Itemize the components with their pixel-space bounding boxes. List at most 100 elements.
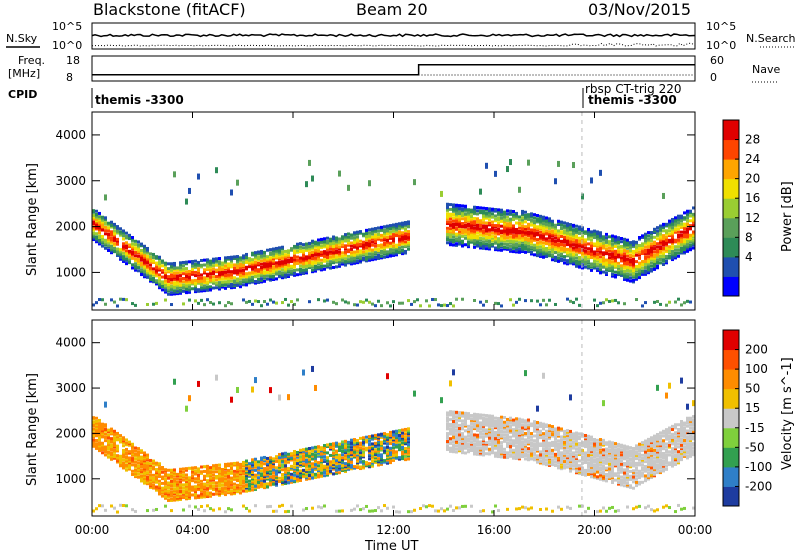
echo-cell xyxy=(644,232,647,236)
echo-cell xyxy=(485,243,488,247)
echo-cell xyxy=(371,451,374,455)
echo-cell xyxy=(146,261,149,265)
echo-cell xyxy=(164,282,167,286)
echo-cell xyxy=(377,460,380,464)
echo-cell xyxy=(509,220,512,224)
echo-cell xyxy=(578,243,581,247)
echo-cell xyxy=(260,464,263,468)
echo-cell xyxy=(185,271,188,275)
echo-cell xyxy=(206,285,209,289)
echo-cell xyxy=(626,246,629,250)
echo-cell xyxy=(374,235,377,239)
echo-cell xyxy=(452,224,455,228)
echo-cell xyxy=(206,488,209,492)
echo-cell xyxy=(224,280,227,284)
echo-cell xyxy=(488,208,491,212)
echo-cell xyxy=(266,505,269,509)
echo-cell xyxy=(146,453,149,457)
echo-cell xyxy=(599,236,602,240)
echo-cell xyxy=(248,274,251,278)
echo-cell xyxy=(176,496,179,500)
echo-cell xyxy=(200,298,203,302)
echo-cell xyxy=(131,245,134,249)
echo-cell xyxy=(101,446,104,450)
echo-cell xyxy=(290,468,293,472)
echo-cell xyxy=(251,270,254,274)
echo-cell xyxy=(668,250,671,254)
echo-cell xyxy=(254,481,257,485)
echo-cell xyxy=(533,234,536,238)
echo-cell xyxy=(611,239,614,243)
echo-cell xyxy=(122,441,125,445)
echo-cell xyxy=(125,241,128,245)
echo-cell xyxy=(353,236,356,240)
echo-cell xyxy=(155,488,158,492)
echo-cell xyxy=(365,259,368,263)
echo-cell xyxy=(218,301,221,305)
echo-cell xyxy=(572,246,575,250)
echo-cell xyxy=(593,236,596,240)
echo-cell xyxy=(332,466,335,470)
echo-cell xyxy=(662,192,665,199)
echo-cell xyxy=(329,263,332,267)
echo-cell xyxy=(236,475,239,479)
echo-cell xyxy=(188,479,191,483)
echo-cell xyxy=(374,433,377,437)
echo-cell xyxy=(653,267,656,271)
echo-cell xyxy=(401,252,404,256)
echo-cell xyxy=(392,225,395,229)
echo-cell xyxy=(635,298,638,302)
echo-cell xyxy=(158,281,161,285)
echo-cell xyxy=(176,493,179,497)
echo-cell xyxy=(626,269,629,273)
echo-cell xyxy=(152,483,155,487)
echo-cell xyxy=(158,279,161,283)
echo-cell xyxy=(464,236,467,240)
echo-cell xyxy=(380,509,383,513)
echo-cell xyxy=(308,261,311,265)
echo-cell xyxy=(527,237,530,241)
echo-cell xyxy=(194,489,197,493)
echo-cell xyxy=(221,490,224,494)
echo-cell xyxy=(683,227,686,231)
echo-cell xyxy=(143,464,146,468)
echo-cell xyxy=(503,226,506,230)
echo-cell xyxy=(260,304,263,308)
echo-cell xyxy=(293,467,296,471)
echo-cell xyxy=(107,228,110,232)
echo-cell xyxy=(197,288,200,292)
echo-cell xyxy=(182,268,185,272)
echo-cell xyxy=(188,284,191,288)
echo-cell xyxy=(245,273,248,277)
echo-cell xyxy=(254,460,257,464)
echo-cell xyxy=(149,252,152,256)
echo-cell xyxy=(278,479,281,483)
echo-cell xyxy=(497,224,500,228)
echo-cell xyxy=(107,223,110,227)
echo-cell xyxy=(206,263,209,267)
echo-cell xyxy=(683,232,686,236)
echo-cell xyxy=(305,258,308,262)
echo-cell xyxy=(143,272,146,276)
echo-cell xyxy=(302,243,305,247)
echo-cell xyxy=(575,229,578,233)
echo-cell xyxy=(125,257,128,261)
echo-cell xyxy=(224,275,227,279)
echo-cell xyxy=(101,244,104,248)
echo-cell xyxy=(161,270,164,274)
echo-cell xyxy=(170,492,173,496)
echo-cell xyxy=(521,250,524,254)
echo-cell xyxy=(584,249,587,253)
echo-cell xyxy=(632,265,635,269)
echo-cell xyxy=(530,242,533,246)
echo-cell xyxy=(185,267,188,271)
echo-cell xyxy=(326,462,329,466)
echo-cell xyxy=(188,476,191,480)
echo-cell xyxy=(335,471,338,475)
echo-cell xyxy=(143,273,146,277)
echo-cell xyxy=(203,271,206,275)
echo-cell xyxy=(164,488,167,492)
echo-cell xyxy=(467,216,470,220)
echo-cell xyxy=(143,465,146,469)
echo-cell xyxy=(134,251,137,255)
